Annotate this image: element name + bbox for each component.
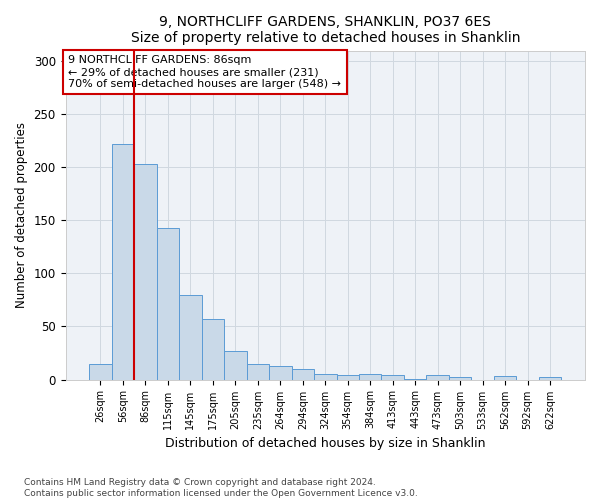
Bar (157, 228, 179, 380)
Bar (449, 378, 472, 380)
Bar (539, 378, 562, 380)
Bar (359, 374, 382, 380)
Bar (314, 374, 337, 380)
Title: 9, NORTHCLIFF GARDENS, SHANKLIN, PO37 6ES
Size of property relative to detached : 9, NORTHCLIFF GARDENS, SHANKLIN, PO37 6E… (131, 15, 520, 45)
Bar (89, 364, 112, 380)
Y-axis label: Number of detached properties: Number of detached properties (15, 122, 28, 308)
Text: Contains HM Land Registry data © Crown copyright and database right 2024.
Contai: Contains HM Land Registry data © Crown c… (24, 478, 418, 498)
Bar (179, 294, 202, 380)
Bar (134, 164, 157, 380)
Bar (224, 351, 247, 380)
Bar (494, 376, 517, 380)
Bar (292, 369, 314, 380)
Bar (247, 364, 269, 380)
Bar (337, 376, 359, 380)
Bar (112, 144, 134, 380)
Bar (269, 366, 292, 380)
Bar (404, 378, 427, 380)
Text: 9 NORTHCLIFF GARDENS: 86sqm
← 29% of detached houses are smaller (231)
70% of se: 9 NORTHCLIFF GARDENS: 86sqm ← 29% of det… (68, 56, 341, 88)
X-axis label: Distribution of detached houses by size in Shanklin: Distribution of detached houses by size … (165, 437, 485, 450)
Bar (427, 376, 449, 380)
Bar (202, 319, 224, 380)
Bar (382, 376, 404, 380)
